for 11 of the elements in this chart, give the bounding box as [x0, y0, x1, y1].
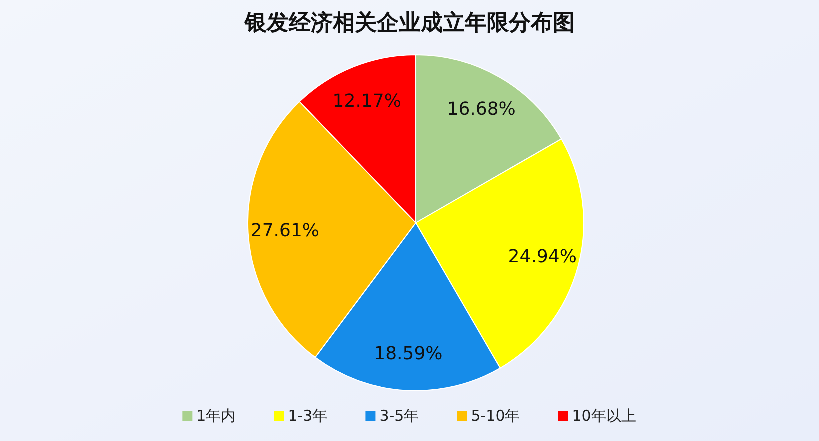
legend-label: 3-5年: [380, 407, 420, 425]
legend-label: 1年内: [196, 407, 236, 425]
chart-title: 银发经济相关企业成立年限分布图: [244, 10, 575, 36]
legend-label: 5-10年: [471, 407, 520, 425]
data-label: 27.61%: [250, 220, 320, 242]
data-label: 12.17%: [332, 90, 402, 112]
data-label: 16.68%: [447, 99, 516, 120]
legend-label: 10年以上: [572, 407, 636, 425]
data-label: 18.59%: [374, 343, 443, 364]
legend-label: 1-3年: [288, 407, 328, 425]
data-label: 24.94%: [508, 246, 577, 268]
